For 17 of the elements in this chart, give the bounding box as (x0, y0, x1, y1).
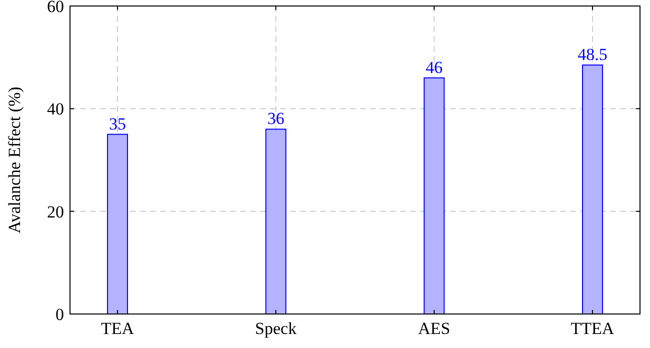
data-label: 35 (109, 114, 126, 134)
data-label: 36 (267, 109, 284, 128)
y-tick-label: 20 (47, 202, 64, 222)
data-label: 48.5 (578, 45, 608, 64)
y-tick-label: 60 (47, 0, 64, 16)
bar (424, 77, 445, 314)
data-label: 46 (426, 58, 443, 77)
x-tick-label: AES (418, 319, 450, 338)
x-tick-label: Speck (255, 319, 298, 338)
y-axis-title: Avalanche Effect (%) (5, 86, 24, 234)
bar (265, 128, 286, 314)
x-tick-label: TEA (100, 319, 135, 338)
y-tick-label: 40 (47, 100, 64, 119)
bar (582, 64, 603, 314)
x-tick-label: TTEA (570, 319, 615, 338)
y-tick-label: 0 (56, 304, 64, 324)
bar (107, 134, 128, 314)
